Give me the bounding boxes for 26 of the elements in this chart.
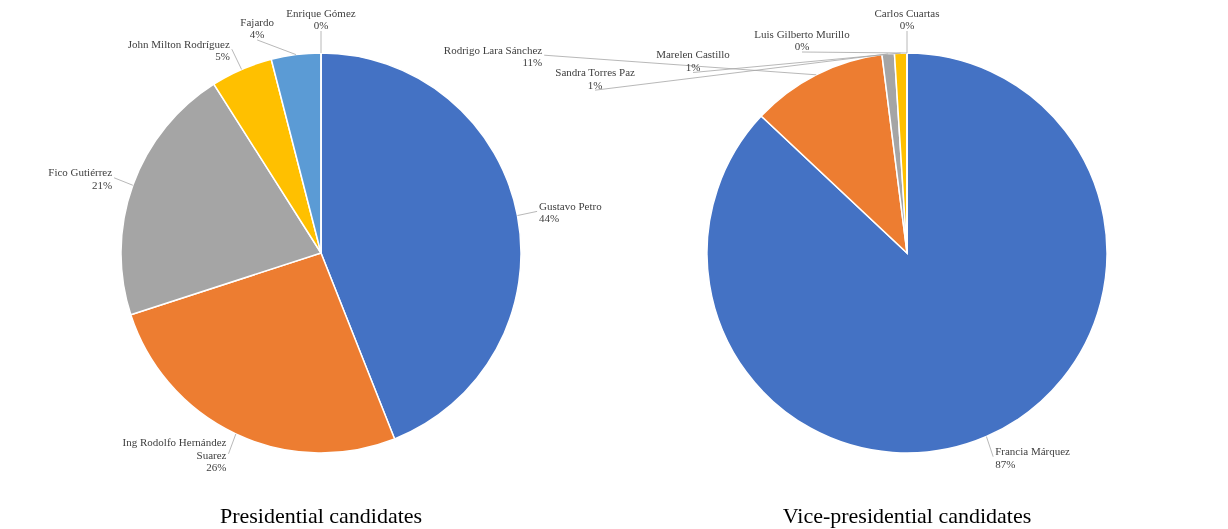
data-label: 1% — [587, 78, 603, 91]
category-label: Carlos Cuartas — [874, 6, 940, 19]
slice-label: Gustavo Petro — [539, 199, 603, 212]
slice-label: Fajardo — [240, 15, 275, 28]
text: 0% — [313, 19, 329, 32]
slice-label: Francia Márquez — [995, 445, 1071, 458]
slice-label: Sandra Torres Paz — [555, 65, 636, 78]
category-label: Luis Gilberto Murillo — [754, 27, 850, 40]
data-label: 26% — [206, 461, 227, 474]
slice-label: Fico Gutiérrez — [48, 166, 113, 179]
text: 0% — [899, 19, 915, 32]
data-label: 87% — [995, 457, 1016, 470]
slice-label: Ing Rodolfo Hernández Suarez — [122, 435, 227, 461]
text: 0% — [794, 40, 810, 53]
slice-label: Rodrigo Lara Sánchez — [443, 43, 543, 56]
slice-label: John Milton Rodríguez — [127, 37, 230, 50]
data-label: 4% — [249, 28, 265, 41]
data-label: 11% — [522, 56, 543, 69]
data-label: 5% — [215, 50, 230, 63]
category-label: Enrique Gómez — [286, 6, 356, 19]
data-label: 21% — [91, 178, 113, 191]
slice-label: Marelen Castillo — [656, 48, 731, 61]
data-label: 1% — [685, 60, 701, 73]
data-label: 44% — [539, 212, 560, 225]
text: Presidential candidates — [219, 503, 423, 528]
text: Vice-presidential candidates — [782, 503, 1032, 528]
